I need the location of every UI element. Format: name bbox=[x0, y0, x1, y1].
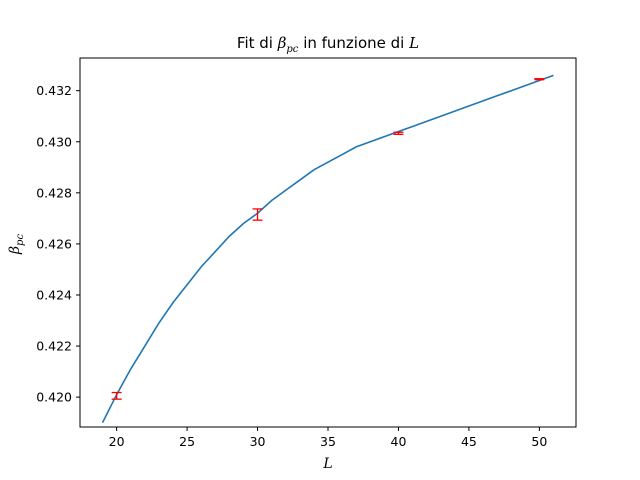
x-tick-label: 40 bbox=[391, 434, 407, 449]
plot-area bbox=[101, 74, 554, 424]
y-tick-label: 0.430 bbox=[36, 134, 72, 149]
data-point-errorbar bbox=[393, 131, 404, 136]
x-tick-label: 25 bbox=[179, 434, 195, 449]
fit-curve-line bbox=[101, 74, 554, 424]
title-symbol: β bbox=[277, 34, 287, 52]
y-tick-label: 0.426 bbox=[36, 236, 72, 251]
y-axis-ticks: 0.420 0.422 0.424 0.426 0.428 0.430 0.432 bbox=[36, 83, 80, 405]
y-tick-label: 0.428 bbox=[36, 185, 72, 200]
x-tick-label: 20 bbox=[109, 434, 125, 449]
title-symbol-sub: pc bbox=[286, 44, 298, 55]
x-tick-label: 50 bbox=[531, 434, 547, 449]
x-tick-label: 35 bbox=[320, 434, 336, 449]
x-axis-label: L bbox=[322, 456, 332, 472]
y-axis-label: βpc bbox=[7, 234, 26, 255]
chart-title: Fit di βpc in funzione di L bbox=[237, 34, 419, 55]
y-tick-label: 0.420 bbox=[36, 390, 72, 405]
title-middle: in funzione di bbox=[298, 34, 409, 52]
x-axis-ticks: 20 25 30 35 40 45 50 bbox=[109, 427, 547, 449]
title-prefix: Fit di bbox=[237, 34, 278, 52]
y-tick-label: 0.432 bbox=[36, 83, 72, 98]
svg-text:βpc: βpc bbox=[7, 234, 26, 255]
y-axis-label-symbol: β bbox=[7, 246, 23, 255]
x-tick-label: 45 bbox=[461, 434, 477, 449]
x-tick-label: 30 bbox=[250, 434, 266, 449]
y-axis-label-sub: pc bbox=[15, 234, 26, 246]
y-tick-label: 0.422 bbox=[36, 339, 72, 354]
title-variable: L bbox=[408, 34, 419, 52]
data-point-errorbar bbox=[534, 78, 545, 81]
plot-frame bbox=[79, 57, 577, 428]
data-point-errorbar bbox=[252, 208, 263, 221]
data-point-errorbar bbox=[111, 391, 122, 400]
y-tick-label: 0.424 bbox=[36, 287, 72, 302]
